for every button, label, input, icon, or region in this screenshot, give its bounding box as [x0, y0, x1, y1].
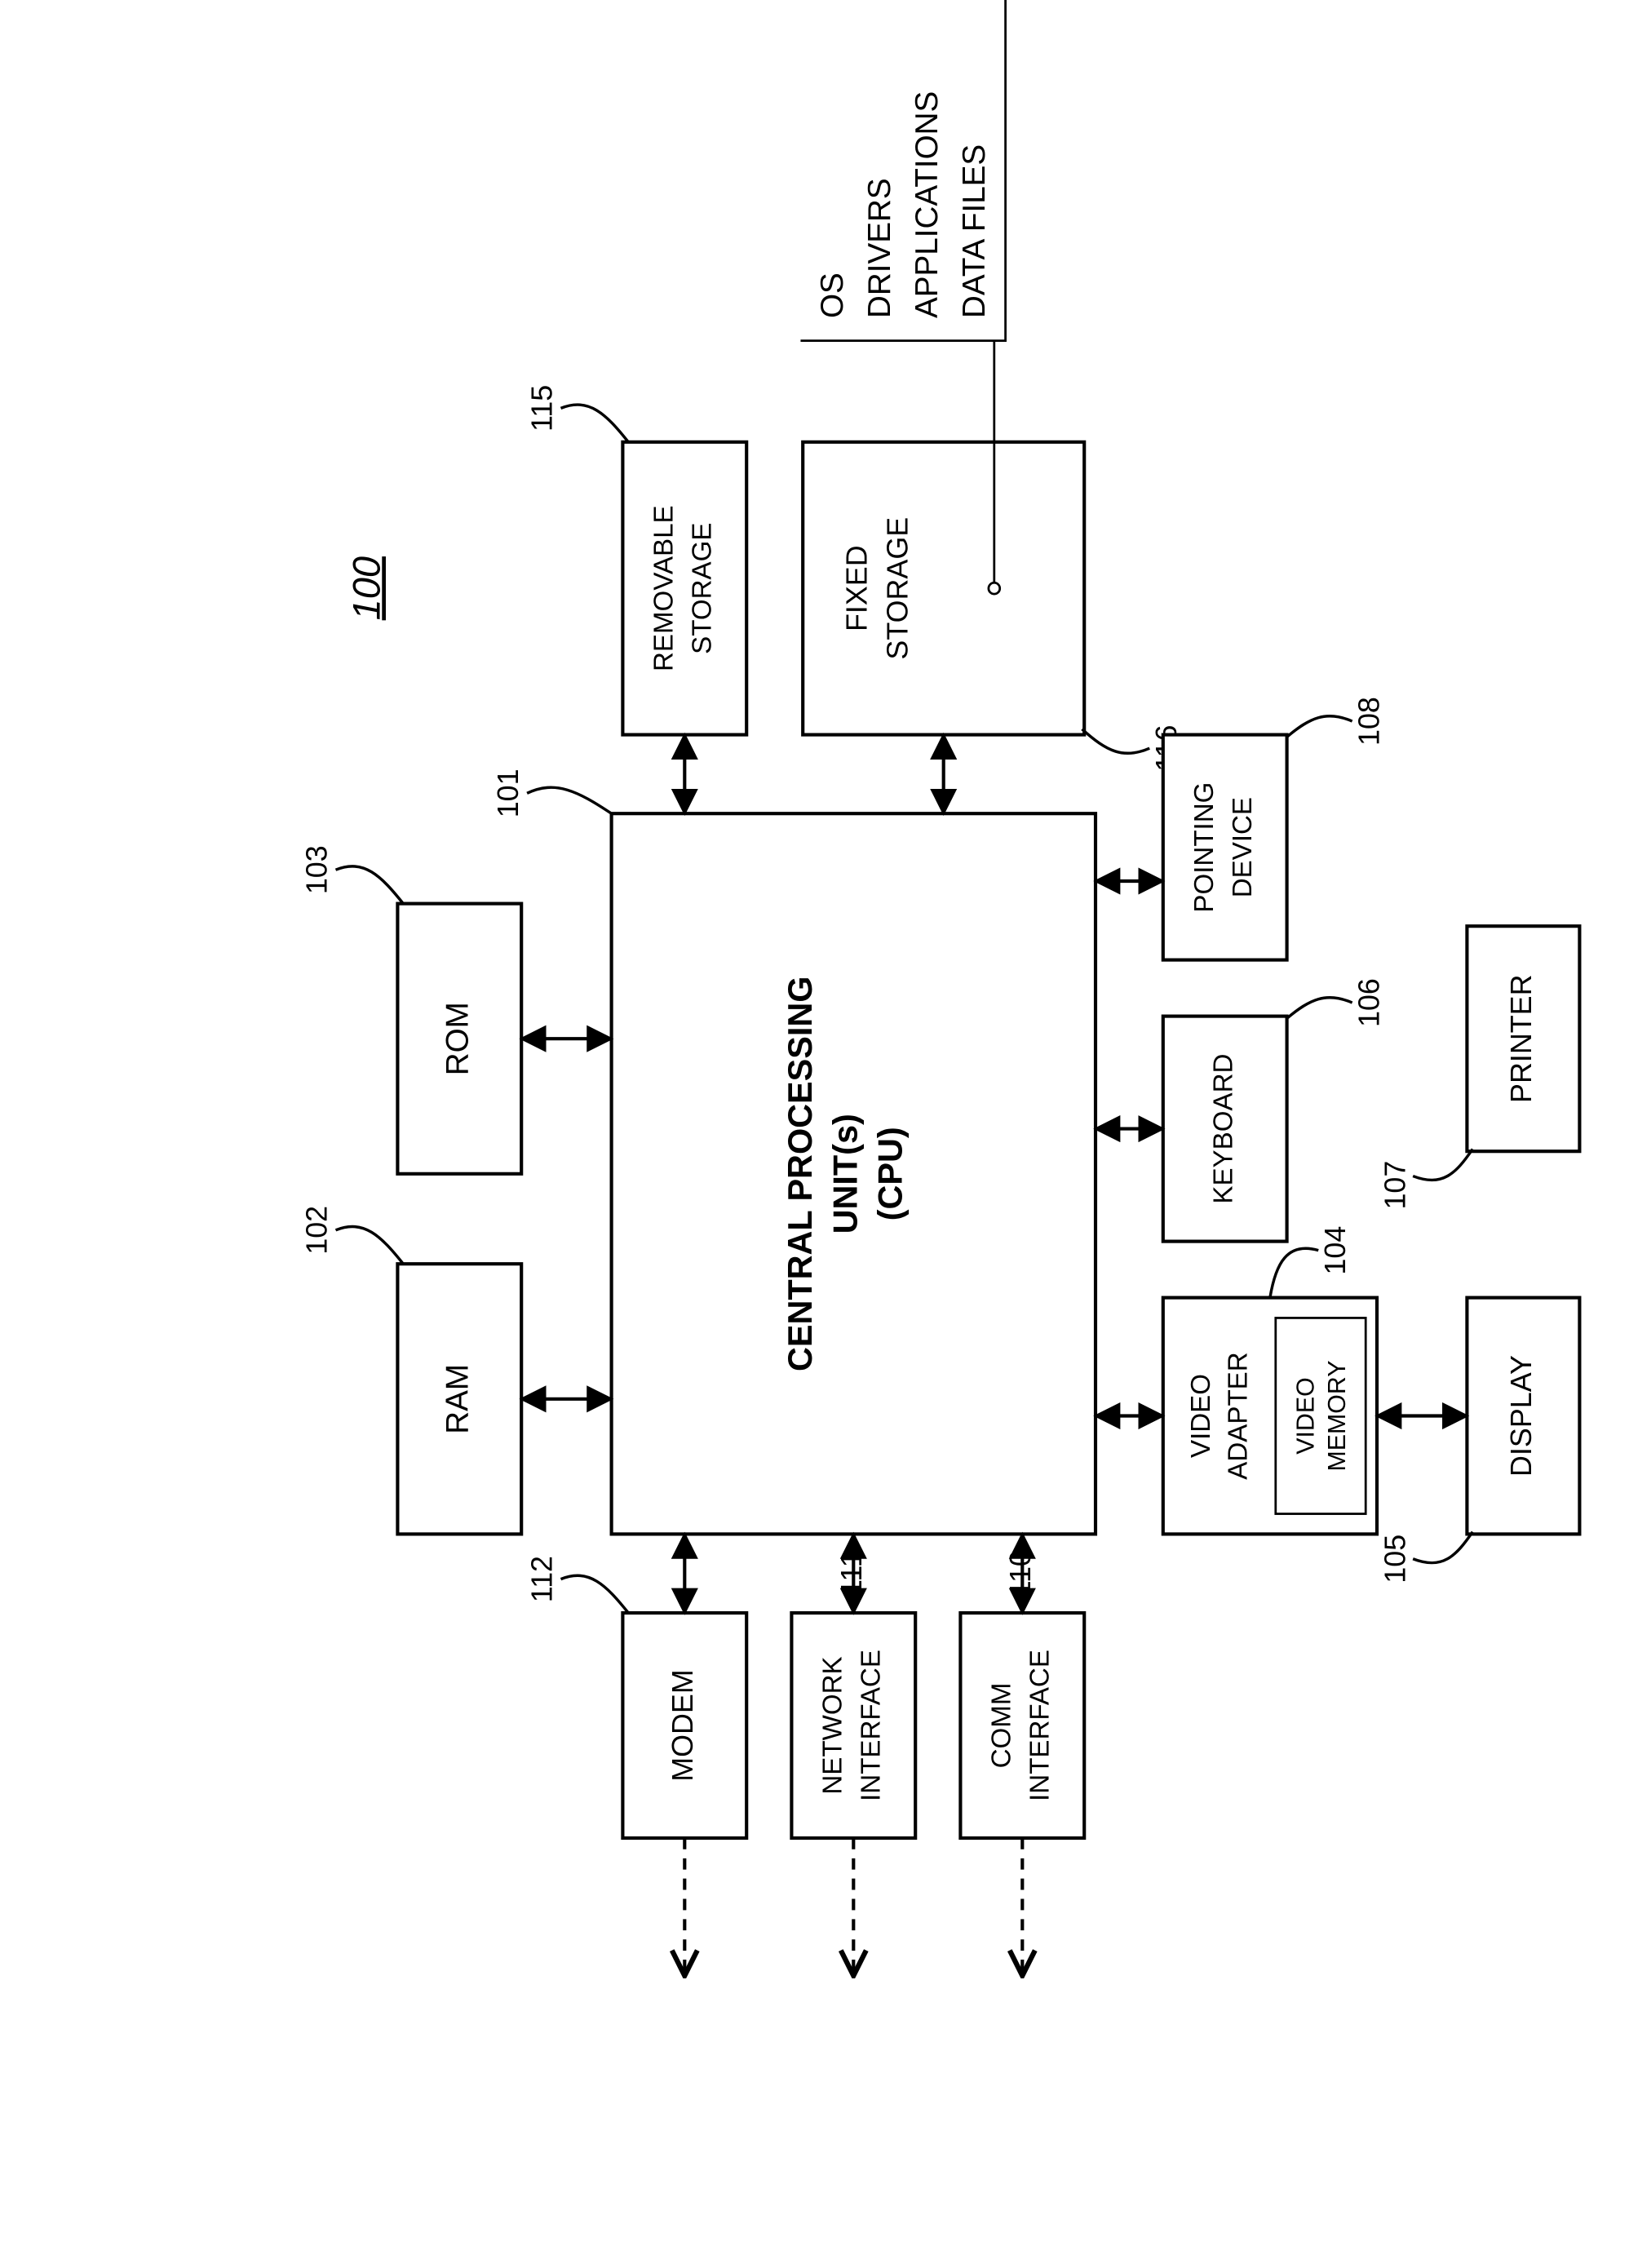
fixed-node-icon [989, 583, 1000, 594]
keyboard-label: KEYBOARD [1208, 1054, 1238, 1204]
netif-label-1: NETWORK [818, 1656, 848, 1794]
rom-block: ROM [397, 904, 521, 1174]
removable-label-2: STORAGE [688, 523, 718, 654]
netif-label-2: INTERFACE [857, 1650, 887, 1801]
keyboard-ref: 106 [1353, 978, 1386, 1027]
cpu-ref-leader [527, 787, 612, 813]
keyboard-block: KEYBOARD [1163, 1017, 1287, 1242]
netif-ref: 111 [835, 1551, 868, 1596]
storage-line-3: DATA FILES [957, 144, 992, 318]
ram-block: RAM [397, 1264, 521, 1534]
printer-label: PRINTER [1505, 974, 1538, 1102]
commif-block: COMM INTERFACE [960, 1613, 1084, 1838]
modem-block: MODEM [622, 1613, 746, 1838]
display-label: DISPLAY [1505, 1355, 1538, 1477]
pointing-ref-leader [1287, 716, 1352, 738]
diagram-canvas: 100 CENTRAL PROCESSING UNIT(s) (CPU) 101… [0, 0, 1629, 2268]
modem-ref-leader [561, 1575, 629, 1613]
video-sub-2: MEMORY [1324, 1360, 1351, 1471]
rom-ref: 103 [300, 845, 333, 894]
cpu-label-2: UNIT(s) [826, 1114, 864, 1234]
video-block: VIDEO ADAPTER VIDEO MEMORY [1163, 1298, 1377, 1535]
keyboard-ref-leader [1287, 998, 1352, 1019]
display-block: DISPLAY [1467, 1298, 1579, 1535]
commif-label-2: INTERFACE [1025, 1650, 1056, 1801]
modem-label: MODEM [666, 1669, 699, 1782]
storage-line-0: OS [815, 272, 850, 318]
rom-label: ROM [440, 1002, 476, 1075]
fixed-ref-leader [1082, 729, 1149, 754]
fixed-block: FIXED STORAGE [803, 442, 1084, 735]
printer-ref-leader [1413, 1149, 1472, 1180]
pointing-block: POINTING DEVICE [1163, 735, 1287, 960]
video-label-1: VIDEO [1186, 1374, 1216, 1458]
commif-label-1: COMM [987, 1683, 1017, 1769]
removable-label-1: REMOVABLE [649, 505, 679, 671]
cpu-ref: 101 [492, 769, 525, 817]
printer-block: PRINTER [1467, 926, 1579, 1151]
removable-ref: 115 [525, 385, 558, 432]
fixed-label-2: STORAGE [881, 517, 914, 660]
cpu-block: CENTRAL PROCESSING UNIT(s) (CPU) [612, 813, 1096, 1534]
removable-block: REMOVABLE STORAGE [622, 442, 746, 735]
commif-ref: 110 [1004, 1550, 1037, 1597]
pointing-label-2: DEVICE [1228, 797, 1258, 897]
video-sub-1: VIDEO [1292, 1377, 1319, 1454]
figure-ref: 100 [345, 556, 387, 620]
rom-ref-leader [336, 866, 404, 904]
modem-ref: 112 [525, 1556, 558, 1602]
pointing-label-1: POINTING [1189, 782, 1220, 913]
fixed-label-1: FIXED [841, 545, 874, 631]
cpu-label-3: (CPU) [872, 1127, 910, 1220]
display-ref: 105 [1379, 1535, 1411, 1584]
video-ref-leader [1270, 1248, 1318, 1297]
storage-line-1: DRIVERS [862, 178, 897, 318]
printer-ref: 107 [1379, 1161, 1411, 1210]
ram-label: RAM [440, 1364, 476, 1434]
pointing-ref: 108 [1353, 697, 1386, 746]
removable-ref-leader [561, 405, 629, 442]
storage-line-2: APPLICATIONS [910, 91, 945, 318]
ram-ref-leader [336, 1226, 404, 1264]
netif-block: NETWORK INTERFACE [791, 1613, 915, 1838]
cpu-label-1: CENTRAL PROCESSING [781, 977, 819, 1371]
display-ref-leader [1413, 1532, 1472, 1563]
video-ref: 104 [1319, 1226, 1352, 1275]
video-label-2: ADAPTER [1223, 1352, 1253, 1479]
ram-ref: 102 [300, 1206, 333, 1255]
